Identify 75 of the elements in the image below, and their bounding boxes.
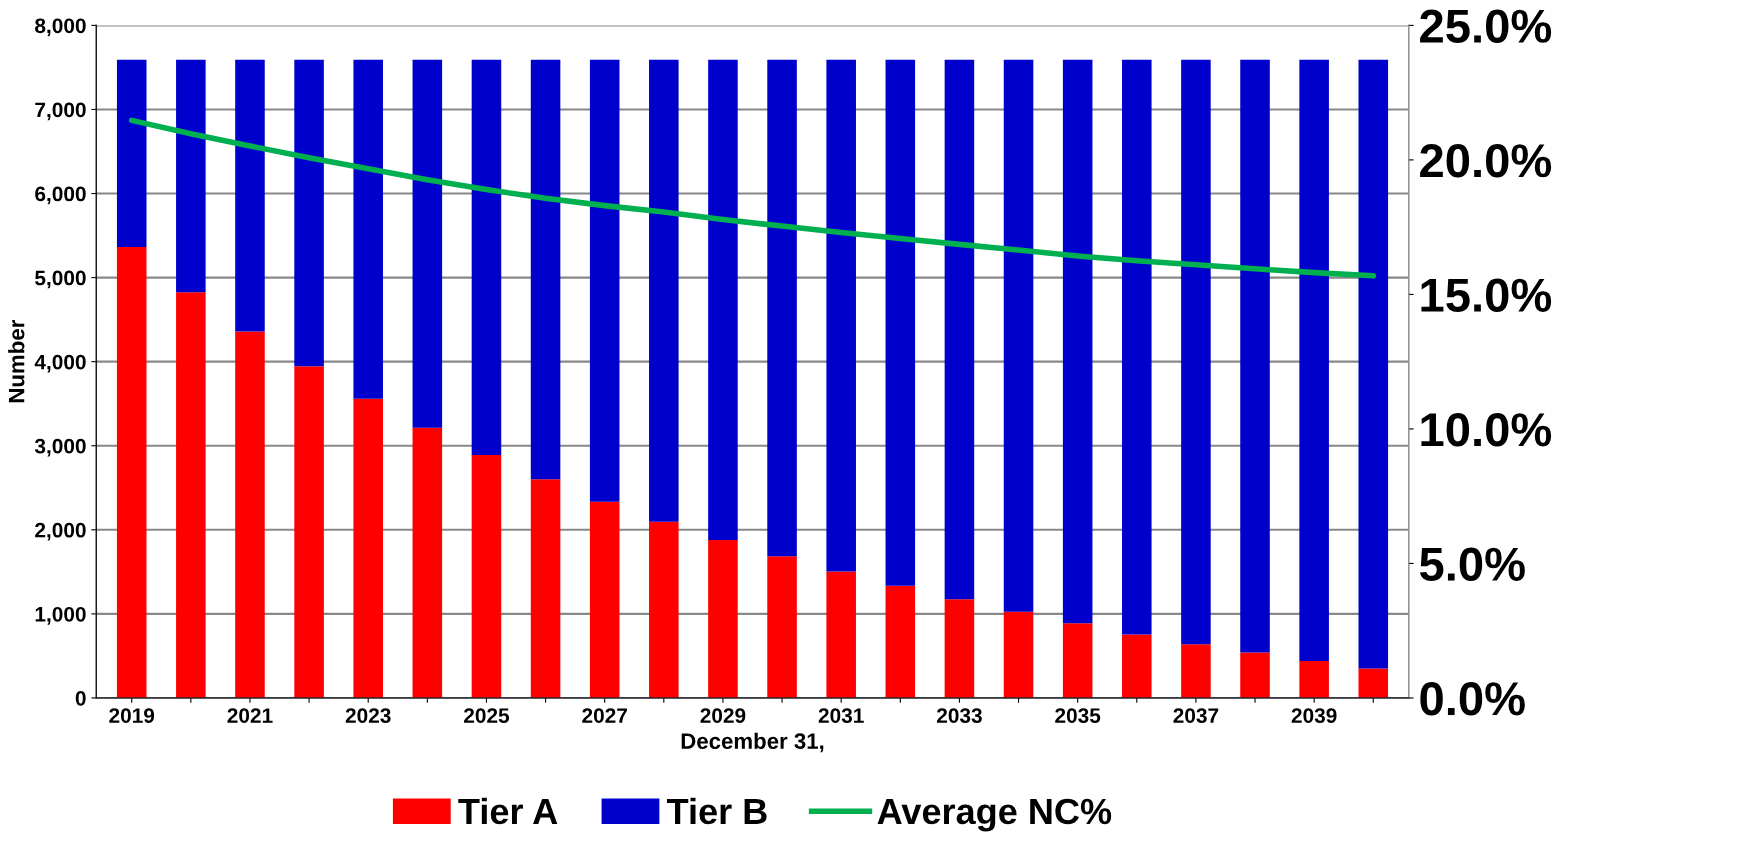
y-axis-title: Number: [8, 320, 25, 403]
bar: [649, 521, 679, 698]
bar: [1003, 611, 1034, 698]
y-tick-label: 8,000: [35, 18, 86, 37]
bar: [708, 59, 738, 540]
y-tick-label: 0: [75, 690, 86, 706]
bar: [530, 479, 561, 698]
bar: [1299, 59, 1329, 661]
bar: [1122, 634, 1152, 698]
y2-tick-label: 25.0%: [1420, 9, 1552, 43]
bar: [1181, 644, 1211, 698]
x-axis-title: December 31,: [681, 732, 824, 753]
x-tick-label: 2027: [582, 708, 627, 723]
bar: [412, 59, 443, 428]
y-tick-label: 7,000: [35, 102, 86, 121]
x-tick-label: 2025: [464, 708, 510, 723]
bar: [116, 246, 147, 698]
x-tick-label: 2021: [227, 708, 273, 723]
bar: [1003, 59, 1034, 612]
bar: [944, 599, 975, 698]
bar: [1299, 660, 1329, 698]
y-tick-label: 2,000: [35, 522, 86, 541]
bar: [885, 59, 916, 586]
bar: [944, 59, 975, 600]
bar: [530, 59, 561, 480]
bar: [1358, 59, 1389, 669]
bar: [412, 427, 443, 698]
bar: [235, 59, 265, 332]
y2-tick-label: 5.0%: [1419, 547, 1525, 582]
x-tick-label: 2033: [936, 708, 982, 723]
y-tick-label: 6,000: [35, 186, 86, 205]
bar: [589, 501, 620, 698]
bar: [1240, 59, 1270, 653]
legend-label: Tier B: [667, 797, 767, 825]
legend-label: Tier A: [458, 797, 558, 825]
y2-tick-label: 0.0%: [1420, 682, 1525, 716]
x-tick-label: 2037: [1173, 708, 1219, 723]
x-tick-label: 2031: [818, 708, 864, 723]
bar: [1240, 652, 1270, 698]
bar: [176, 59, 206, 293]
bar: [471, 59, 502, 455]
bar: [708, 539, 738, 698]
bar: [294, 59, 324, 367]
bar: [826, 571, 856, 698]
bar: [885, 585, 916, 698]
bar: [649, 59, 679, 522]
bar: [767, 59, 797, 557]
bar: [589, 59, 620, 502]
y-tick-label: 4,000: [34, 354, 86, 373]
y-tick-label: 5,000: [35, 270, 86, 289]
x-tick-label: 2029: [700, 708, 746, 723]
y2-tick-label: 15.0%: [1421, 278, 1552, 312]
y2-tick-label: 20.0%: [1420, 144, 1552, 178]
bar: [176, 292, 206, 698]
bar: [294, 366, 324, 698]
bar: [1062, 59, 1093, 624]
bar: [1181, 59, 1211, 645]
y-tick-label: 1,000: [35, 606, 86, 625]
bar: [116, 59, 147, 247]
legend-label: Average NC%: [877, 798, 1112, 832]
x-tick-label: 2023: [345, 708, 391, 723]
bar: [471, 454, 502, 698]
bar: [235, 331, 265, 698]
bar: [767, 556, 797, 698]
bar: [1122, 59, 1152, 635]
y-tick-label: 3,000: [34, 438, 86, 457]
bar: [826, 59, 856, 572]
x-tick-label: 2039: [1291, 708, 1337, 723]
y2-tick-label: 10.0%: [1421, 413, 1552, 447]
bar: [1062, 623, 1093, 698]
x-tick-label: 2035: [1055, 708, 1101, 723]
bar: [1358, 668, 1389, 698]
bar: [353, 59, 383, 399]
bar: [353, 398, 383, 698]
x-tick-label: 2019: [109, 708, 155, 723]
